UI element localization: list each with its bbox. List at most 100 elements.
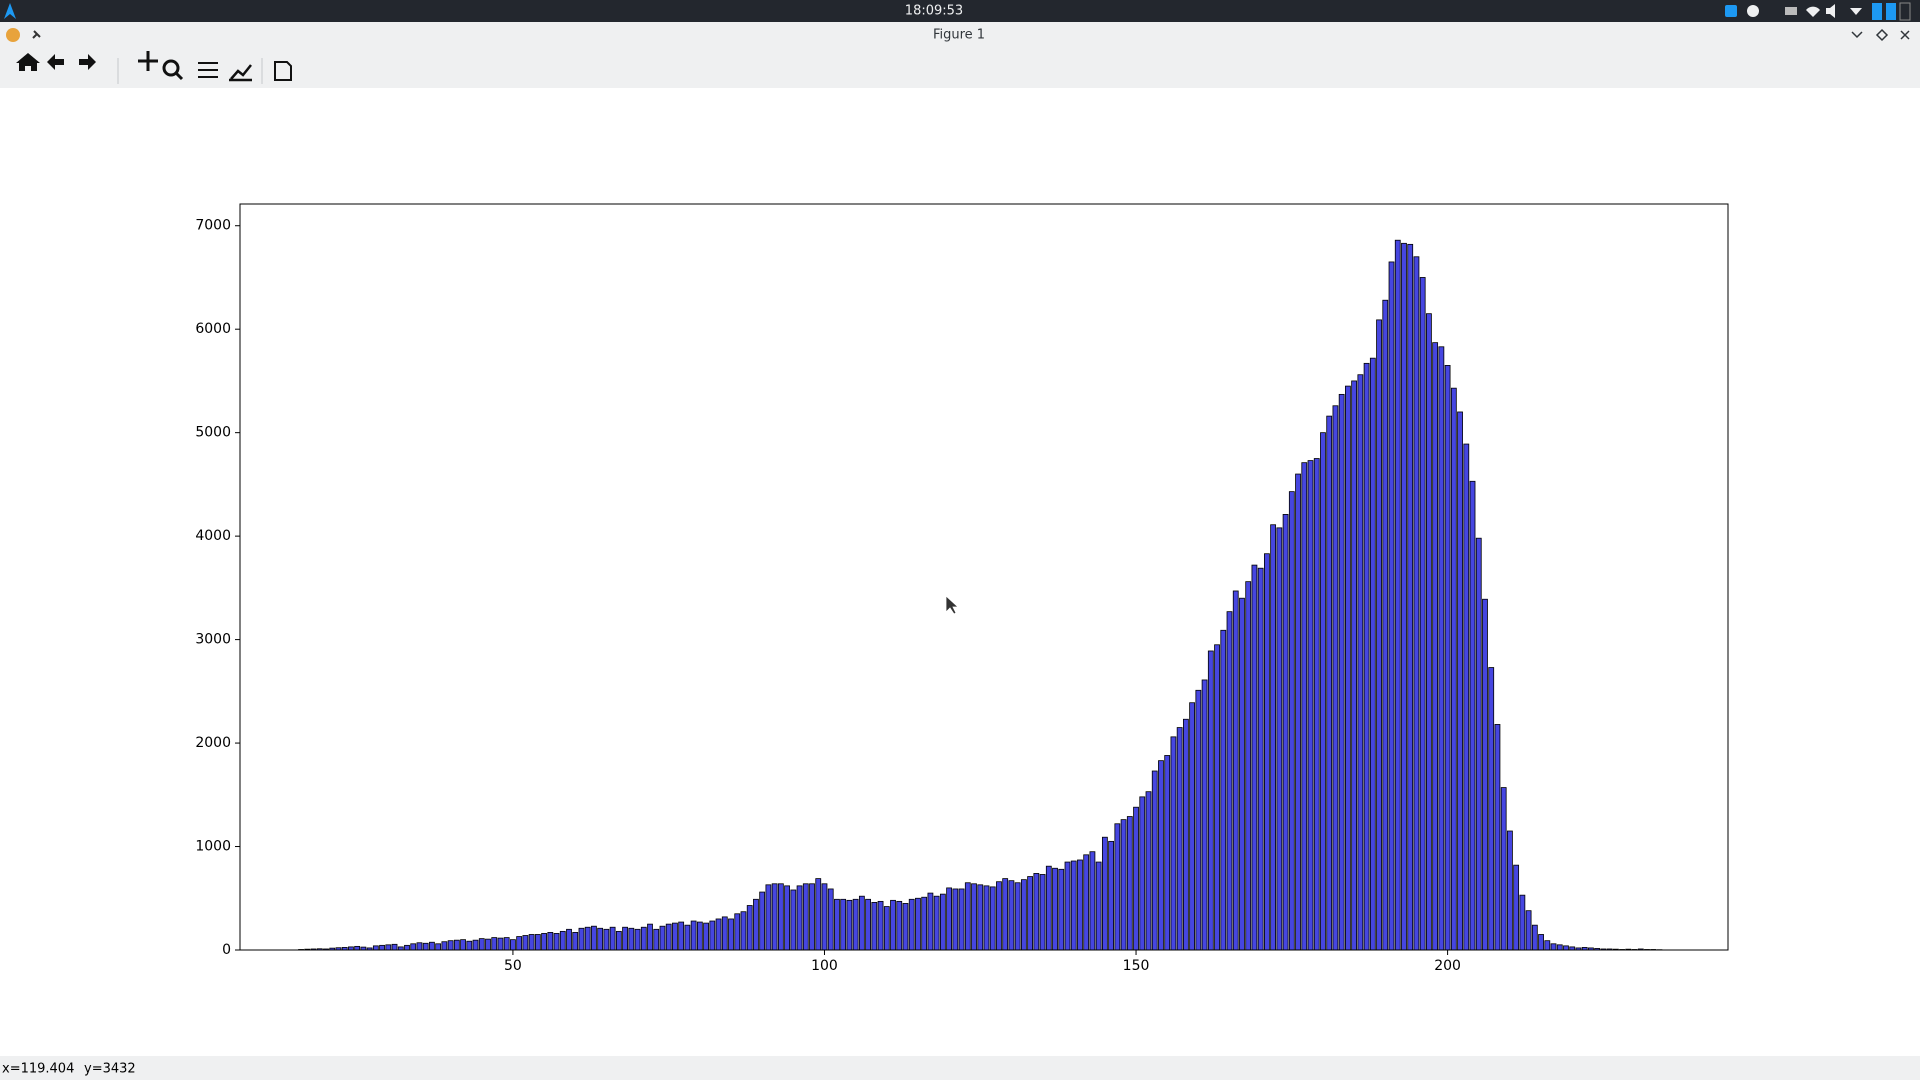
bar: [1045, 865, 1052, 951]
bar: [883, 906, 890, 951]
tray-icon[interactable]: [1747, 5, 1759, 17]
x-tick-label: 150: [1123, 958, 1150, 974]
bar: [759, 891, 766, 951]
save-button[interactable]: [274, 61, 292, 81]
bar: [372, 945, 379, 951]
pan-button[interactable]: [138, 51, 158, 71]
zoom-handle[interactable]: [174, 71, 184, 81]
bar: [1014, 882, 1021, 951]
bar: [672, 922, 678, 951]
bar: [1469, 480, 1476, 951]
bar: [753, 898, 759, 951]
bar: [721, 916, 728, 951]
minimize-button[interactable]: [1851, 31, 1863, 39]
pager[interactable]: [1899, 2, 1911, 21]
pager[interactable]: [1886, 3, 1896, 20]
bar: [858, 895, 865, 951]
pager[interactable]: [1872, 3, 1882, 20]
bar: [740, 911, 747, 951]
bar: [1563, 945, 1569, 951]
bar: [1463, 443, 1470, 951]
y-tick-label: 6000: [195, 321, 231, 337]
bar: [1544, 940, 1551, 951]
bar: [1214, 644, 1220, 951]
x-tick-label: 50: [504, 958, 522, 974]
bar: [534, 934, 541, 951]
bar: [1027, 876, 1034, 951]
y-tick-label: 5000: [195, 425, 231, 441]
bar: [784, 885, 790, 951]
bar: [1282, 514, 1289, 951]
bar: [609, 926, 616, 951]
bar: [447, 940, 454, 951]
bar: [765, 884, 772, 951]
bar: [1475, 537, 1482, 951]
tray-icon[interactable]: [1725, 5, 1737, 17]
bar: [1095, 861, 1102, 951]
bar: [684, 924, 691, 951]
bar: [1531, 924, 1538, 951]
bar: [1307, 460, 1314, 951]
forward-button[interactable]: [79, 54, 96, 70]
bar: [566, 928, 572, 951]
zoom-button[interactable]: [162, 59, 184, 81]
bar: [690, 920, 697, 951]
bar: [1114, 823, 1121, 951]
bar: [746, 905, 753, 951]
bar: [528, 934, 535, 951]
back-button[interactable]: [47, 54, 64, 70]
bar: [908, 898, 915, 951]
bar: [1108, 840, 1115, 951]
bar: [1264, 553, 1270, 951]
y-tick-label: 2000: [195, 735, 231, 751]
bar: [1033, 873, 1040, 951]
bar: [1158, 760, 1164, 951]
home-button[interactable]: [16, 53, 40, 71]
bar: [1089, 851, 1096, 951]
bar: [1070, 860, 1077, 951]
bar: [1189, 702, 1196, 951]
status-bar: [0, 1056, 1920, 1080]
launcher-icon[interactable]: [4, 3, 16, 19]
bar: [796, 885, 803, 951]
bar: [1002, 878, 1009, 951]
bar: [441, 941, 448, 951]
edit-button[interactable]: [229, 64, 252, 82]
app-icon: [6, 28, 20, 42]
bar: [1401, 242, 1407, 951]
tray-icon[interactable]: [1826, 4, 1835, 18]
bar: [1382, 299, 1389, 951]
bar: [1332, 405, 1339, 951]
bar: [696, 921, 703, 951]
bar: [771, 883, 778, 951]
pin-button[interactable]: [32, 30, 41, 39]
bar: [933, 895, 940, 951]
bar: [1083, 854, 1090, 951]
bar: [1519, 894, 1526, 951]
bar: [503, 937, 510, 951]
bar: [896, 900, 903, 951]
configure-button[interactable]: [198, 62, 218, 78]
bar: [1407, 243, 1414, 951]
bar: [1482, 598, 1488, 951]
bar: [1145, 791, 1152, 951]
tray: [1725, 2, 1911, 21]
bar: [703, 922, 709, 951]
title-bar: [0, 22, 1920, 46]
zoom-lens[interactable]: [162, 59, 180, 77]
bar: [1251, 564, 1258, 951]
tray-icon[interactable]: [1850, 8, 1862, 15]
bar: [659, 925, 666, 951]
maximize-button[interactable]: [1875, 28, 1889, 42]
bar: [790, 889, 797, 951]
bar: [921, 896, 928, 951]
bar: [802, 883, 809, 951]
bar: [1513, 864, 1520, 951]
bar: [834, 898, 840, 951]
close-button[interactable]: [1900, 30, 1910, 40]
y-tick-label: 7000: [195, 218, 231, 234]
tray-icon[interactable]: [1806, 6, 1820, 17]
bar: [1338, 393, 1345, 951]
bar: [547, 932, 554, 951]
tray-icon[interactable]: [1785, 7, 1797, 15]
